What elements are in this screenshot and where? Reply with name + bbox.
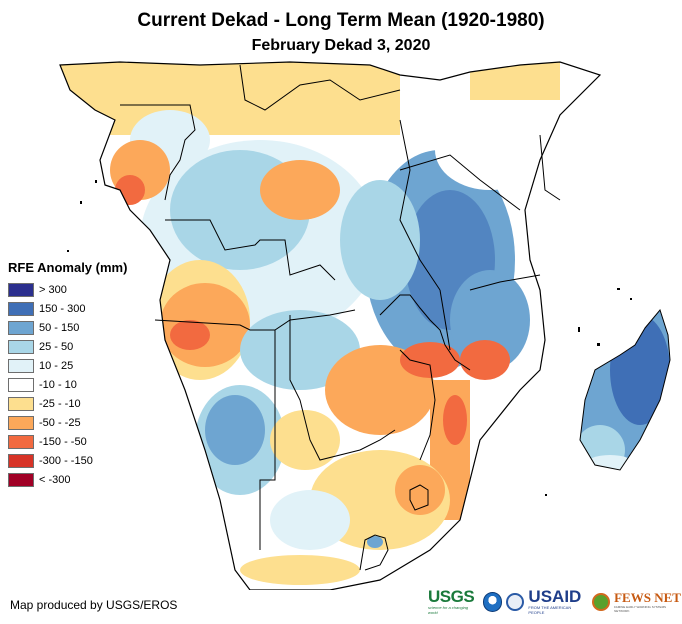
- legend-swatch: [8, 358, 34, 373]
- map-title: Current Dekad - Long Term Mean (1920-198…: [137, 10, 545, 31]
- anomaly-patch: [400, 342, 460, 378]
- anomaly-patch: [585, 455, 635, 470]
- anomaly-map: [59, 61, 671, 590]
- anomaly-patch: [367, 536, 383, 548]
- legend-item: -150 - -50: [8, 432, 127, 451]
- anomaly-patch: [60, 62, 400, 135]
- islands: [67, 180, 632, 496]
- credit-text: Map produced by USGS/EROS: [10, 598, 178, 612]
- legend-label: -50 - -25: [39, 416, 81, 429]
- legend-swatch: [8, 472, 34, 487]
- legend-item: 10 - 25: [8, 356, 127, 375]
- madagascar-border: [579, 308, 671, 471]
- legend-label: 150 - 300: [39, 302, 86, 315]
- legend-swatch: [8, 396, 34, 411]
- fews-net-logo: FEWS NET FAMINE EARLY WARNING SYSTEMS NE…: [614, 589, 681, 613]
- legend-item: -50 - -25: [8, 413, 127, 432]
- anomaly-patch: [270, 490, 350, 550]
- anomaly-patch: [610, 315, 670, 425]
- usaid-seal-icon: [506, 592, 525, 611]
- legend: RFE Anomaly (mm) > 300 150 - 300 50 - 150 2…: [8, 260, 127, 489]
- anomaly-patch: [443, 395, 467, 445]
- legend-item: 50 - 150: [8, 318, 127, 337]
- legend-swatch: [8, 282, 34, 297]
- usaid-logo: USAID FROM THE AMERICAN PEOPLE: [528, 587, 582, 615]
- legend-item: 150 - 300: [8, 299, 127, 318]
- legend-item: -300 - -150: [8, 451, 127, 470]
- legend-swatch: [8, 301, 34, 316]
- country-borders: [59, 61, 602, 590]
- legend-title: RFE Anomaly (mm): [8, 260, 128, 275]
- anomaly-patch: [270, 410, 340, 470]
- anomaly-patch: [460, 340, 510, 380]
- anomaly-patch: [170, 320, 210, 350]
- legend-item: > 300: [8, 280, 127, 299]
- legend-swatch: [8, 377, 34, 392]
- legend-swatch: [8, 415, 34, 430]
- legend-label: -25 - -10: [39, 397, 81, 410]
- legend-label: 50 - 150: [39, 321, 80, 334]
- anomaly-patch: [340, 180, 420, 300]
- legend-label: > 300: [39, 283, 67, 296]
- legend-swatch: [8, 339, 34, 354]
- legend-label: -150 - -50: [39, 435, 87, 448]
- legend-label: -300 - -150: [39, 454, 93, 467]
- legend-item: -10 - 10: [8, 375, 127, 394]
- legend-label: < -300: [39, 473, 71, 486]
- legend-swatch: [8, 453, 34, 468]
- anomaly-patch: [395, 465, 445, 515]
- noaa-logo: [482, 591, 503, 612]
- anomaly-patch: [240, 555, 360, 585]
- legend-label: 10 - 25: [39, 359, 74, 372]
- legend-label: -10 - 10: [39, 378, 77, 391]
- anomaly-patch: [260, 160, 340, 220]
- legend-swatch: [8, 434, 34, 449]
- usgs-logo: USGS science for a changing world: [428, 587, 475, 615]
- map-subtitle: February Dekad 3, 2020: [251, 37, 431, 54]
- anomaly-patch: [435, 110, 545, 190]
- partner-logos: USGS science for a changing world USAID …: [428, 588, 682, 615]
- legend-swatch: [8, 320, 34, 335]
- legend-item: 25 - 50: [8, 337, 127, 356]
- anomaly-patch: [205, 395, 265, 465]
- legend-item: -25 - -10: [8, 394, 127, 413]
- legend-label: 25 - 50: [39, 340, 74, 353]
- legend-item: < -300: [8, 470, 127, 489]
- fews-globe-icon: [592, 592, 611, 611]
